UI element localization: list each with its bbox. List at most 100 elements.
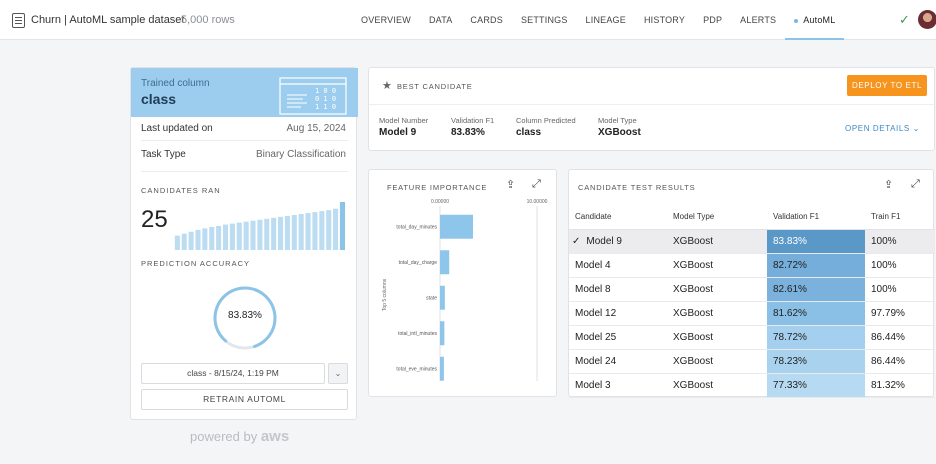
candidate-bar [305,213,311,250]
validation-f1-cell: 78.72% [767,325,865,350]
validation-f1-cell: 82.61% [767,277,865,302]
candidates-mini-bar-chart [174,202,345,250]
column-header[interactable]: Validation F1 [767,205,865,230]
candidate-bar [278,216,284,250]
train-f1-cell: 81.32% [865,373,935,398]
task-type-label: Task Type [141,149,186,160]
open-details-link[interactable]: OPEN DETAILS ⌄ [845,124,920,133]
candidate-results-title: CANDIDATE TEST RESULTS [578,183,696,192]
candidate-results-table: Candidate Model Type Validation F1 Train F1… [569,205,935,398]
candidate-bar [209,226,215,250]
table-row[interactable]: Model 24 XGBoost 78.23% 86.44% [569,349,935,374]
tab-cards[interactable]: CARDS [461,0,512,40]
validation-f1-cell: 77.33% [767,373,865,398]
tab-label: DATA [428,15,453,25]
validation-f1-cell: 81.62% [767,301,865,326]
dataset-icon [12,13,25,28]
candidate-bar [250,220,256,250]
tab-label: HISTORY [643,15,686,25]
tab-lineage[interactable]: LINEAGE [577,0,635,40]
model-type-cell: XGBoost [667,277,767,302]
column-predicted-value: class [516,127,542,138]
train-f1-cell: 100% [865,253,935,278]
validation-f1-cell: 83.83% [767,229,865,254]
tab-pdp[interactable]: PDP [694,0,731,40]
candidate-name: Model 9 [586,235,622,247]
candidate-name: Model 8 [575,283,611,295]
column-header[interactable]: Train F1 [865,205,935,230]
divider [369,104,936,105]
y-axis-label: Top 5 columns [382,278,388,311]
candidate-bar [264,218,270,250]
expand-icon[interactable]: ⤢ [911,178,920,190]
tab-settings[interactable]: SETTINGS [512,0,577,40]
model-number-label: Model Number [379,116,429,125]
candidate-cell: Model 25 [569,325,667,350]
candidate-cell: ✓ Model 9 [569,229,667,254]
candidate-bar [174,235,180,250]
tab-data[interactable]: DATA [420,0,461,40]
column-header[interactable]: Candidate [569,205,667,230]
candidate-cell: Model 12 [569,301,667,326]
aws-logo: aws [260,428,290,445]
last-updated-label: Last updated on [141,123,213,134]
best-candidate-card: ★ BEST CANDIDATE DEPLOY TO ETL Model Num… [368,67,936,151]
main-nav: OVERVIEW DATA CARDS SETTINGS LINEAGE HISTORY P… [352,0,845,40]
deploy-to-etl-button[interactable]: DEPLOY TO ETL [847,75,927,96]
train-f1-cell: 97.79% [865,301,935,326]
table-row[interactable]: Model 3 XGBoost 77.33% 81.32% [569,373,935,398]
retrain-automl-button[interactable]: RETRAIN AUTOML [141,389,348,410]
candidates-ran-count: 25 [141,206,168,233]
tab-overview[interactable]: OVERVIEW [352,0,420,40]
candidate-cell: Model 24 [569,349,667,374]
candidate-cell: Model 8 [569,277,667,302]
candidate-name: Model 4 [575,259,611,271]
category-label: total_day_charge [399,260,438,266]
svg-text:1 0 0: 1 0 0 [315,87,336,95]
train-f1-cell: 100% [865,277,935,302]
candidate-bar [284,215,290,250]
column-predicted-label: Column Predicted [516,116,576,125]
candidate-bar [236,222,242,250]
x-tick-label: 0.00000 [431,199,449,205]
open-details-label: OPEN DETAILS [845,124,910,133]
avatar[interactable] [918,10,936,29]
model-number-value: Model 9 [379,127,417,138]
row-count: 5,000 rows [181,14,235,26]
column-header[interactable]: Model Type [667,205,767,230]
model-type-cell: XGBoost [667,253,767,278]
status-check-icon: ✓ [899,12,910,27]
train-f1-cell: 100% [865,229,935,254]
chevron-down-icon[interactable]: ⌄ [328,363,348,384]
feature-importance-chart: 0.00000 10.00000 Top 5 columns total_day_mi… [382,199,548,381]
tab-automl[interactable]: AutoML [785,0,845,40]
table-row[interactable]: ✓ Model 9 XGBoost 83.83% 100% [569,229,935,254]
candidate-bar [326,210,332,250]
chevron-down-icon: ⌄ [912,124,920,133]
share-icon[interactable]: ⇪ [506,179,516,191]
candidate-cell: Model 4 [569,253,667,278]
last-updated-value: Aug 15, 2024 [286,123,347,134]
tab-label: AutoML [803,15,836,25]
table-row[interactable]: Model 8 XGBoost 82.61% 100% [569,277,935,302]
candidates-ran-label: CANDIDATES RAN [141,186,221,195]
x-tick-label: 10.00000 [527,199,548,205]
candidate-bar [319,211,325,250]
tab-history[interactable]: HISTORY [635,0,694,40]
model-type-cell: XGBoost [667,325,767,350]
share-icon[interactable]: ⇪ [884,179,894,191]
table-row[interactable]: Model 12 XGBoost 81.62% 97.79% [569,301,935,326]
prediction-accuracy-label: PREDICTION ACCURACY [141,259,251,268]
training-run-select[interactable]: class - 8/15/24, 1:19 PM [141,363,325,384]
feature-bar [440,250,450,275]
candidate-bar [229,223,235,250]
candidate-bar [339,202,345,250]
task-type-value: Binary Classification [255,149,346,160]
table-row[interactable]: Model 4 XGBoost 82.72% 100% [569,253,935,278]
candidate-bar [202,228,208,250]
feature-bar [440,321,445,346]
table-row[interactable]: Model 25 XGBoost 78.72% 86.44% [569,325,935,350]
candidate-cell: Model 3 [569,373,667,398]
expand-icon[interactable]: ⤢ [532,178,541,190]
tab-alerts[interactable]: ALERTS [731,0,785,40]
